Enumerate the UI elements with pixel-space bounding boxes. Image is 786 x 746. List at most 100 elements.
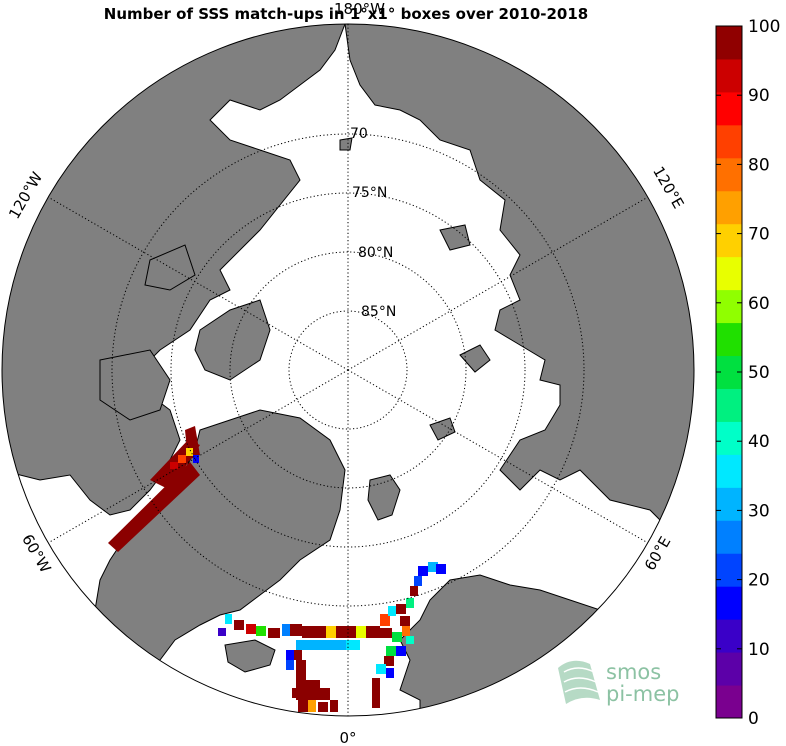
colorbar-segment [716,157,742,192]
colorbar-tick-label: 90 [748,86,770,106]
meridian-120e [347,196,649,371]
cell-baffin-hi-3 [193,455,199,463]
colorbar-tick-label: 50 [748,363,770,383]
colorbar-tick-label: 100 [748,17,780,37]
colorbar-tick-label: 40 [748,432,770,452]
cell-gs-11 [336,626,356,638]
land-eurasia [344,24,694,562]
land-ellesmere [194,299,271,381]
cell-baffin-hi-1 [178,455,186,463]
map-title: Number of SSS match-ups in 1°x1° boxes o… [104,5,588,23]
colorbar-segment [716,586,742,620]
meridian-60e [347,369,649,544]
cell-gs-45 [330,700,338,712]
cell-gs-36 [376,664,386,674]
land-severnaya [459,344,491,373]
colorbar-segment [716,520,742,554]
cell-gs-25 [418,566,428,576]
cell-gs-20 [388,606,396,616]
colorbar-segment [716,322,742,357]
meridian-120w [47,196,349,371]
cell-gs-33 [400,616,410,626]
cell-gs-12 [356,626,366,638]
colorbar-segment [716,91,742,126]
colorbar-tick-label: 60 [748,294,770,314]
cells-greenland-sea [218,562,446,712]
cell-gs-05 [256,626,266,636]
cell-gs-43 [308,700,316,712]
logo-wave-icon [558,660,600,704]
colorbar-segment [716,223,742,258]
land-franz-josef [429,417,456,441]
cell-gs-18 [286,660,294,670]
cell-gs-22 [406,598,414,608]
colorbar-segment [716,124,742,159]
cell-gs-28 [380,628,392,638]
colorbar-segment [716,553,742,587]
logo-text-pimep: pi-mep [606,682,679,706]
cell-gs-07 [282,624,290,636]
parallel-label-80: 80°N [358,245,393,261]
cell-gs-03 [234,620,244,630]
colorbar-tick-label: 10 [748,640,770,660]
colorbar-segment [716,26,742,60]
logo-text-smos: smos [606,660,661,684]
cell-gs-15 [346,640,360,650]
meridian-label-120e: 120°E [649,163,687,211]
cell-gs-02 [225,614,232,624]
cell-gs-40 [306,680,320,700]
cell-gs-01 [218,628,226,636]
colorbar-segment [716,58,742,93]
colorbar-tick-label: 20 [748,571,770,591]
land-svalbard [367,474,401,521]
colorbar-segment [716,487,742,521]
land-new-siberian [439,224,471,251]
cell-gs-34 [406,636,414,644]
parallel-label-75: 75°N [352,185,387,201]
cell-baffin-hi-2 [186,448,193,456]
cell-gs-08 [290,624,302,636]
cell-gs-41 [320,688,330,700]
cell-gs-38 [372,678,380,708]
colorbar-tick-label: 80 [748,155,770,175]
cell-gs-35 [384,656,394,666]
cell-gs-24 [414,576,422,586]
colorbar-segment [716,421,742,455]
cell-gs-31 [386,646,396,656]
colorbar-tick-label: 70 [748,225,770,245]
cell-baffin-1 [108,462,200,552]
meridian-label-180w: 180°W [334,0,385,18]
cell-gs-39 [296,660,306,700]
cell-gs-17 [294,650,302,660]
parallel-70 [111,133,585,607]
meridian-60w [47,369,349,544]
map-border [1,23,695,717]
colorbar-segment [716,685,742,719]
cell-gs-44 [318,702,328,712]
land-iceland [224,639,276,673]
colorbar: 0 10 20 30 40 50 60 70 80 90 100 [715,17,780,729]
land-baffin [99,349,171,421]
colorbar-segment [716,190,742,225]
smos-pi-mep-logo: smos pi-mep [558,660,679,706]
parallel-80 [229,251,467,489]
cell-gs-37 [386,668,394,678]
cell-gs-46 [292,688,300,698]
cell-gs-13 [366,626,380,638]
cell-baffin-hi-4 [170,462,178,469]
cell-gs-16 [286,650,294,660]
cell-gs-19 [380,614,390,626]
cell-gs-10 [326,626,336,638]
colorbar-segment [716,619,742,653]
colorbar-segment [716,289,742,324]
cell-gs-30 [402,626,410,636]
cell-gs-32 [396,646,406,656]
meridian-label-0: 0° [339,729,356,746]
cell-gs-14 [296,640,346,650]
colorbar-segment [716,454,742,488]
colorbar-tick-label: 0 [748,709,759,729]
cell-gs-29 [392,632,402,642]
colorbar-segment [716,652,742,686]
parallel-85 [288,310,408,430]
